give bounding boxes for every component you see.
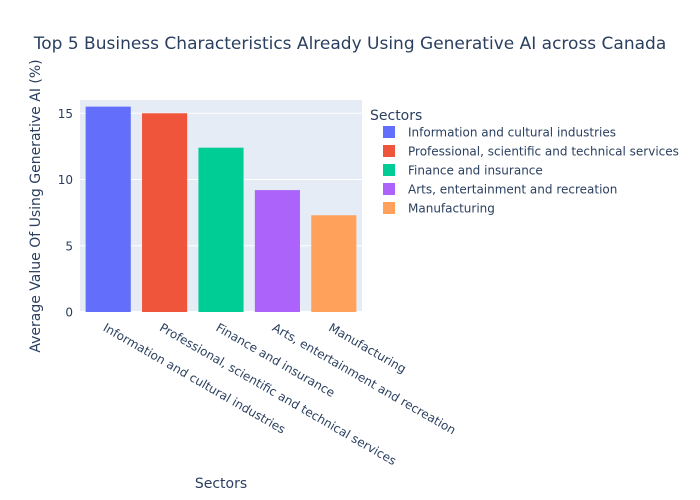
y-tick-label: 0 (65, 306, 73, 320)
legend-item[interactable]: Finance and insurance (383, 164, 543, 178)
legend-swatch (383, 202, 395, 214)
legend-label: Information and cultural industries (408, 126, 616, 140)
legend-swatch (383, 183, 395, 195)
legend-items: Information and cultural industries Profe… (383, 126, 679, 216)
y-axis-title: Average Value Of Using Generative AI (%) (28, 59, 44, 352)
legend-title: Sectors (370, 108, 422, 124)
legend-label: Arts, entertainment and recreation (408, 183, 617, 197)
y-tick-label: 5 (65, 239, 73, 253)
legend-swatch (383, 126, 395, 138)
legend-item[interactable]: Information and cultural industries (383, 126, 616, 140)
bars (85, 106, 357, 312)
bar[interactable] (198, 147, 244, 312)
legend-label: Professional, scientific and technical s… (408, 145, 679, 159)
legend-swatch (383, 145, 395, 157)
bar[interactable] (254, 190, 300, 312)
chart-title: Top 5 Business Characteristics Already U… (33, 34, 667, 54)
legend-item[interactable]: Manufacturing (383, 202, 495, 216)
legend-item[interactable]: Arts, entertainment and recreation (383, 183, 617, 197)
bar[interactable] (142, 113, 188, 312)
x-axis-ticks: Information and cultural industriesProfe… (101, 320, 459, 468)
legend-label: Manufacturing (408, 202, 495, 216)
x-axis-title: Sectors (195, 476, 247, 492)
legend-swatch (383, 164, 395, 176)
y-tick-label: 10 (58, 173, 73, 187)
legend-label: Finance and insurance (408, 164, 543, 178)
legend-item[interactable]: Professional, scientific and technical s… (383, 145, 679, 159)
y-tick-label: 15 (58, 107, 73, 121)
bar[interactable] (85, 106, 131, 312)
legend: Sectors Information and cultural industr… (370, 108, 679, 216)
y-axis-ticks: 0 5 10 15 (58, 107, 73, 320)
bar[interactable] (311, 215, 357, 312)
